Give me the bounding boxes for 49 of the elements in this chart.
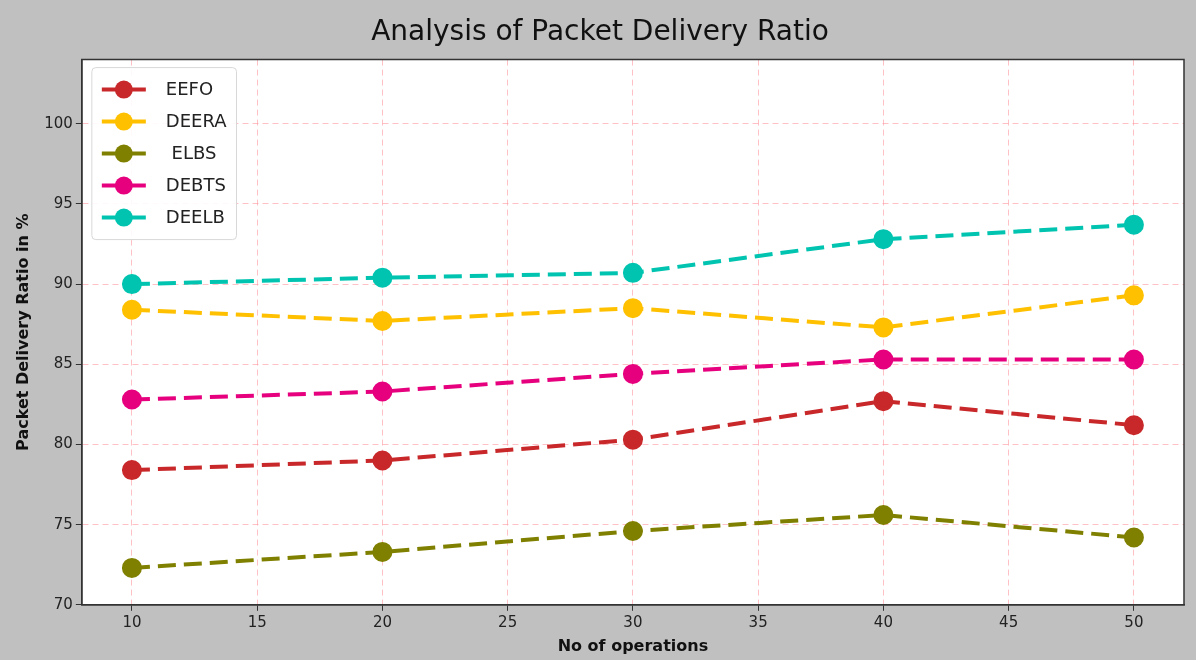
y-tick-label: 70 bbox=[53, 594, 73, 613]
x-tick-label: 35 bbox=[748, 612, 768, 631]
point bbox=[372, 267, 393, 288]
y-tick-label: 100 bbox=[44, 113, 73, 132]
point bbox=[873, 229, 894, 250]
y-tick-label: 95 bbox=[53, 193, 73, 212]
legend-label: ELBS bbox=[165, 142, 217, 164]
point bbox=[622, 429, 643, 450]
x-axis-title: No of operations bbox=[557, 635, 709, 655]
legend-label: DEERA bbox=[165, 110, 228, 132]
point bbox=[372, 381, 393, 402]
x-tick-label: 45 bbox=[999, 612, 1019, 631]
point bbox=[121, 274, 142, 295]
legend-label: DEELB bbox=[165, 206, 225, 228]
x-tick-label: 30 bbox=[623, 612, 643, 631]
x-tick-label: 25 bbox=[498, 612, 518, 631]
x-tick-label: 20 bbox=[372, 612, 392, 631]
point bbox=[1123, 527, 1144, 548]
y-axis-title: Packet Delivery Ratio in % bbox=[12, 213, 32, 451]
point bbox=[1123, 285, 1144, 306]
x-tick-label: 40 bbox=[873, 612, 893, 631]
y-tick-label: 80 bbox=[53, 434, 73, 453]
y-tick-label: 75 bbox=[53, 514, 73, 533]
chart-title: Analysis of Packet Delivery Ratio bbox=[371, 14, 829, 48]
point bbox=[1123, 349, 1144, 370]
point bbox=[372, 450, 393, 471]
x-tick-label: 15 bbox=[247, 612, 267, 631]
point bbox=[1123, 214, 1144, 235]
legend-label: EEFO bbox=[165, 78, 214, 100]
point bbox=[1123, 415, 1144, 436]
point bbox=[873, 391, 894, 412]
point bbox=[121, 460, 142, 481]
point bbox=[622, 521, 643, 542]
x-tick-label: 10 bbox=[122, 612, 142, 631]
point bbox=[121, 299, 142, 320]
point bbox=[121, 557, 142, 578]
point bbox=[873, 505, 894, 525]
point bbox=[622, 363, 643, 384]
y-tick-label: 90 bbox=[53, 273, 73, 292]
point bbox=[372, 541, 393, 562]
point bbox=[622, 298, 643, 319]
legend-label: DEBTS bbox=[165, 174, 226, 196]
point bbox=[622, 262, 643, 283]
x-tick-label: 50 bbox=[1124, 612, 1144, 631]
y-tick-label: 85 bbox=[53, 354, 73, 373]
point bbox=[873, 349, 894, 370]
point bbox=[372, 310, 393, 331]
point bbox=[121, 389, 142, 410]
point bbox=[873, 317, 894, 338]
